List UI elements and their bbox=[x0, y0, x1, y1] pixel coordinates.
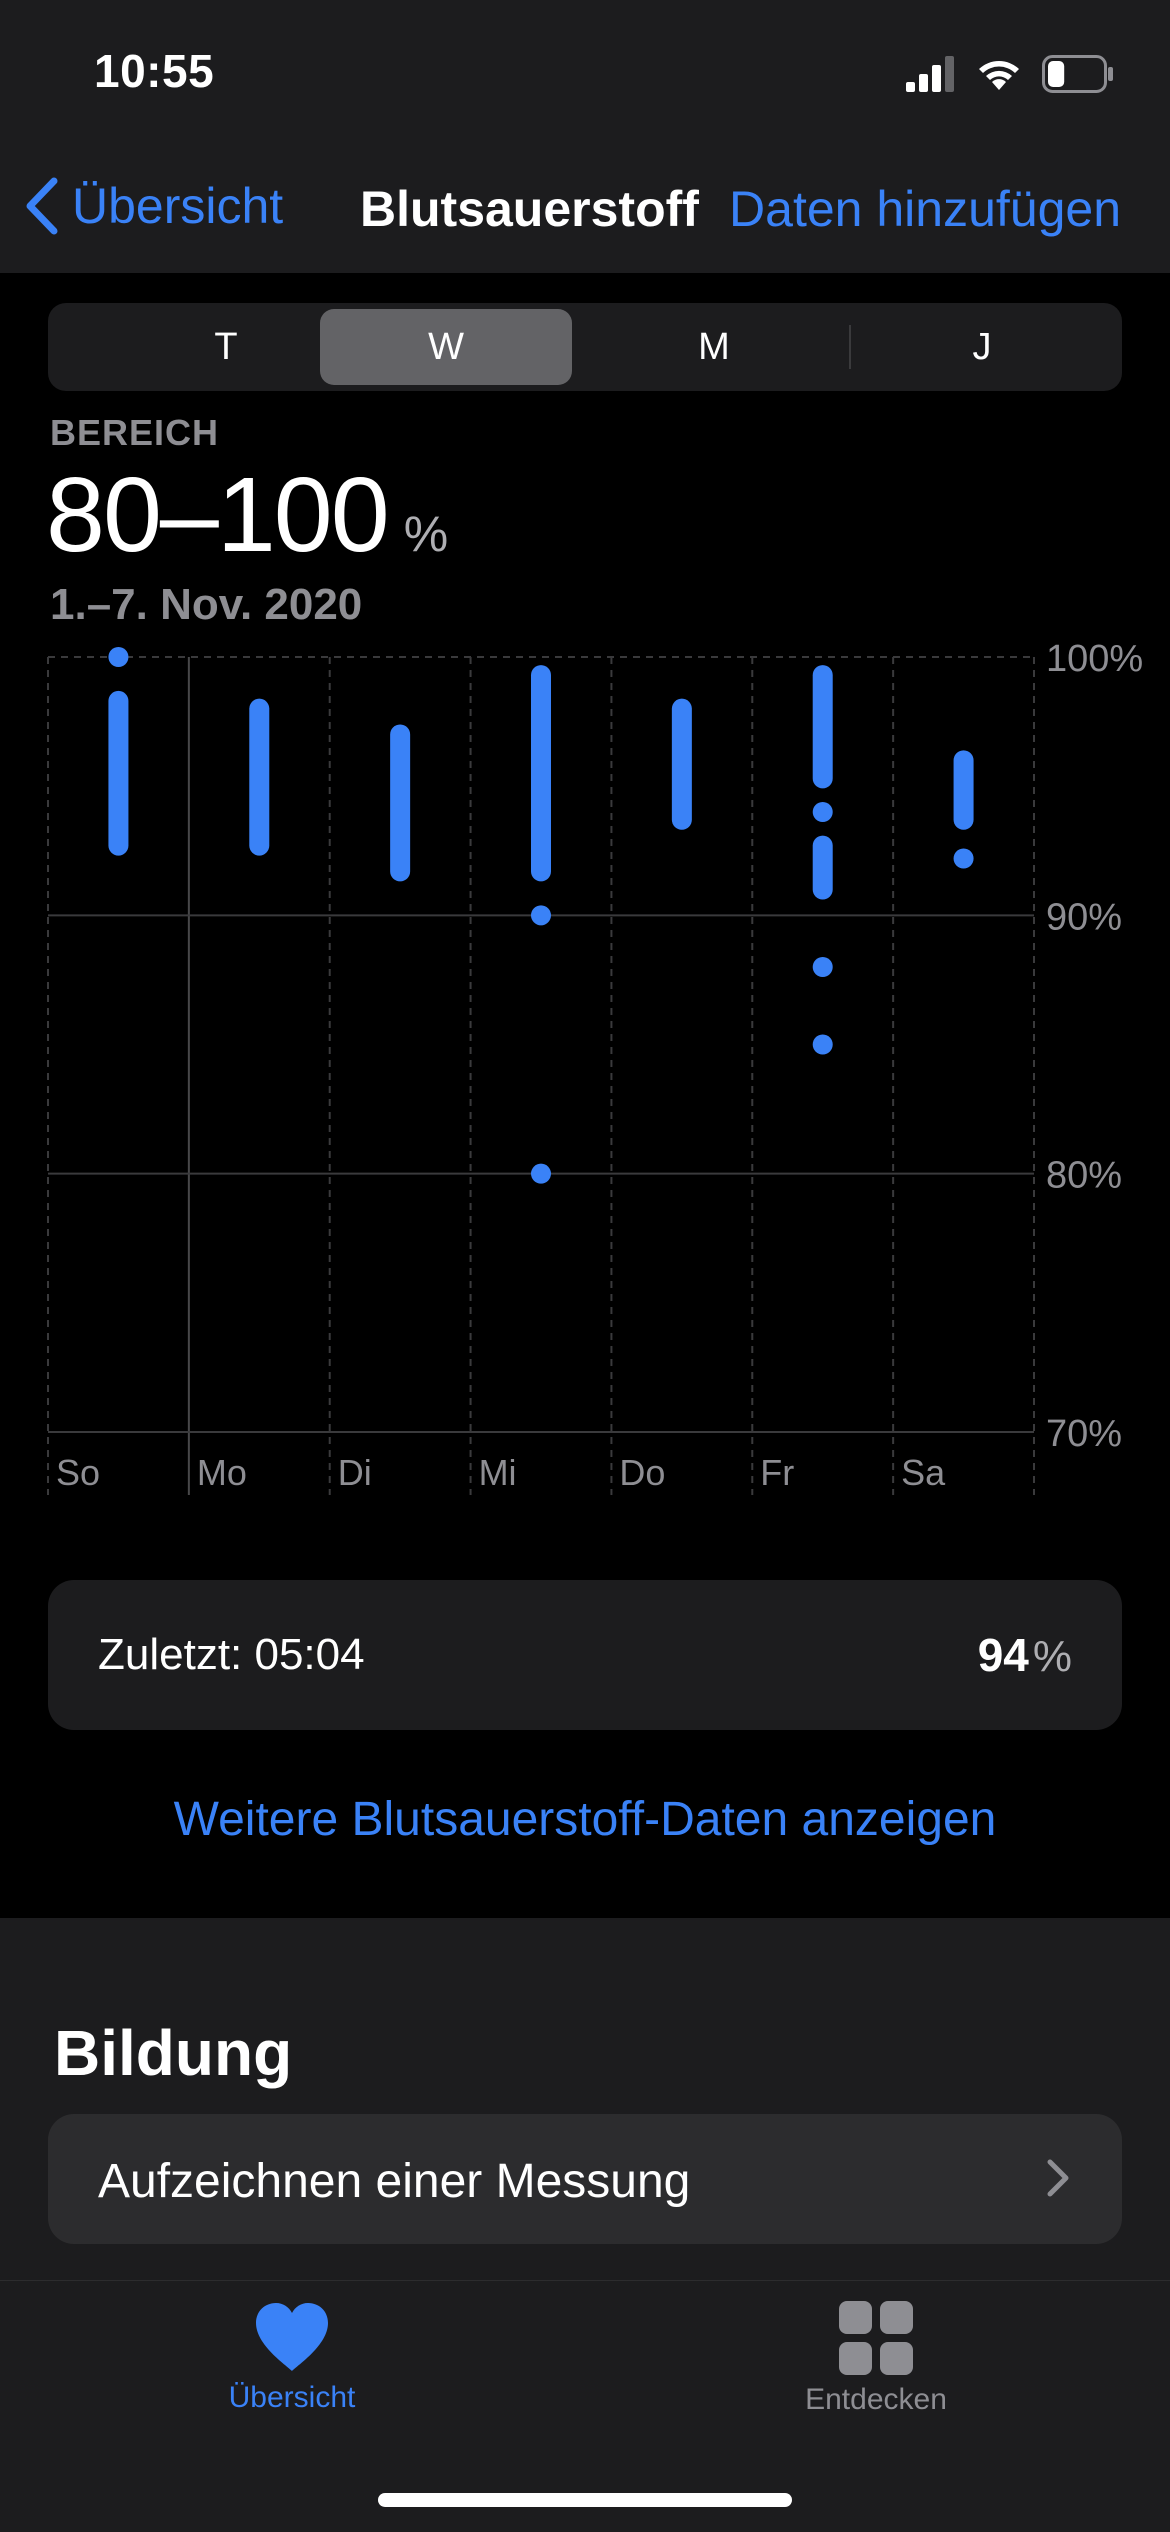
range-bar-fr bbox=[812, 835, 833, 900]
range-value: 80–100 % bbox=[46, 455, 448, 576]
tab-bar: Übersicht Entdecken bbox=[0, 2280, 1170, 2532]
chevron-left-icon bbox=[26, 177, 58, 235]
segment-day[interactable]: T bbox=[214, 325, 238, 368]
range-bar-mo bbox=[249, 698, 270, 856]
x-tick-label: Sa bbox=[901, 1452, 946, 1493]
range-bar-fr bbox=[812, 665, 833, 789]
range-dates: 1.–7. Nov. 2020 bbox=[50, 580, 363, 629]
range-bar-fr bbox=[812, 1034, 833, 1055]
range-bar-so bbox=[108, 690, 129, 856]
heart-icon bbox=[256, 2303, 328, 2371]
page-title: Blutsauerstoff bbox=[360, 181, 699, 237]
top-bar: 10:55 Übersicht Blutsauerstoff Daten hin… bbox=[0, 0, 1170, 273]
range-number: 80–100 bbox=[46, 456, 390, 574]
range-unit: % bbox=[403, 506, 449, 562]
latest-reading-unit: % bbox=[1032, 1632, 1072, 1681]
wifi-icon bbox=[979, 61, 1019, 90]
blood-oxygen-chart[interactable]: 100% 90% 80% 70% So Mo Di Mi Do Fr Sa bbox=[0, 620, 1170, 1500]
range-bar-mi bbox=[531, 905, 551, 926]
x-tick-label: Di bbox=[338, 1452, 372, 1493]
chevron-right-icon bbox=[1047, 2159, 1069, 2197]
segment-week[interactable]: W bbox=[320, 309, 572, 385]
x-tick-label: Mo bbox=[197, 1452, 247, 1493]
y-tick-label: 90% bbox=[1046, 896, 1122, 938]
x-tick-label: Do bbox=[619, 1452, 665, 1493]
range-bar-sa bbox=[953, 848, 974, 869]
latest-reading-label: Zuletzt: 05:04 bbox=[98, 1630, 365, 1679]
status-time: 10:55 bbox=[94, 45, 215, 97]
range-bar-mi bbox=[531, 1163, 551, 1184]
range-bar-mi bbox=[531, 665, 551, 882]
back-button[interactable]: Übersicht bbox=[24, 176, 283, 236]
more-data-link[interactable]: Weitere Blutsauerstoff-Daten anzeigen bbox=[173, 1793, 997, 1846]
range-bar-fr bbox=[812, 957, 833, 977]
y-tick-label: 80% bbox=[1046, 1155, 1122, 1197]
home-indicator bbox=[378, 2493, 792, 2507]
segment-year[interactable]: J bbox=[972, 325, 992, 368]
education-title: Bildung bbox=[54, 2017, 293, 2089]
education-row-label: Aufzeichnen einer Messung bbox=[98, 2155, 691, 2208]
range-bar-so bbox=[108, 647, 129, 667]
battery-icon bbox=[1042, 55, 1113, 93]
grid-icon bbox=[839, 2301, 913, 2375]
segment-divider bbox=[849, 325, 851, 369]
y-tick-label: 70% bbox=[1046, 1413, 1122, 1455]
latest-reading-number: 94 bbox=[977, 1629, 1029, 1681]
education-row[interactable]: Aufzeichnen einer Messung bbox=[48, 2114, 1122, 2244]
time-range-segmented-control: T W M J bbox=[48, 303, 1122, 391]
range-label: BEREICH bbox=[50, 412, 220, 453]
add-data-button[interactable]: Daten hinzufügen bbox=[729, 181, 1121, 237]
x-tick-label: Mi bbox=[479, 1452, 517, 1493]
tab-overview[interactable]: Übersicht bbox=[142, 2301, 442, 2415]
range-bar-do bbox=[671, 698, 692, 830]
x-tick-label: So bbox=[56, 1452, 100, 1493]
range-bar-di bbox=[390, 724, 411, 882]
latest-reading-card[interactable]: Zuletzt: 05:04 94 % bbox=[48, 1580, 1122, 1730]
cellular-signal-icon bbox=[906, 56, 954, 92]
education-section: Bildung Aufzeichnen einer Messung bbox=[0, 1918, 1170, 2280]
tab-overview-label: Übersicht bbox=[228, 2381, 356, 2414]
latest-reading-value: 94 % bbox=[978, 1628, 1072, 1682]
status-icons bbox=[906, 52, 1114, 96]
back-button-label: Übersicht bbox=[72, 178, 284, 234]
segment-month[interactable]: M bbox=[698, 325, 730, 368]
range-bar-sa bbox=[953, 750, 974, 830]
range-bar-fr bbox=[812, 802, 833, 822]
tab-explore[interactable]: Entdecken bbox=[726, 2301, 1026, 2417]
x-tick-label: Fr bbox=[760, 1452, 794, 1493]
y-tick-label: 100% bbox=[1046, 638, 1143, 680]
tab-explore-label: Entdecken bbox=[805, 2383, 947, 2416]
